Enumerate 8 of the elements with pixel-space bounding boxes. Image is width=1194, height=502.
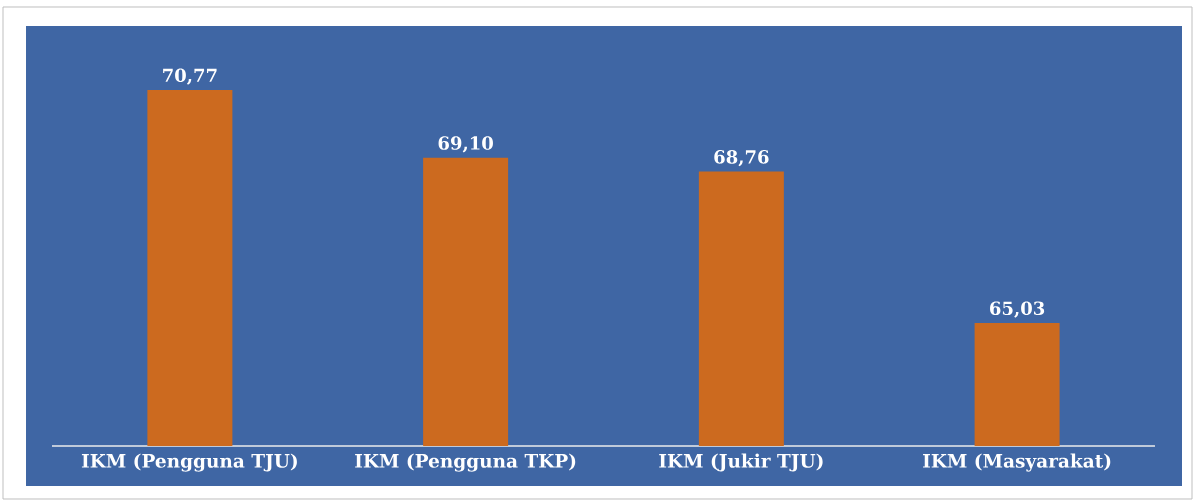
data-label: 65,03 xyxy=(990,301,1045,318)
x-tick-label: IKM (Pengguna TJU) xyxy=(81,453,297,472)
x-tick-label: IKM (Jukir TJU) xyxy=(659,453,823,472)
data-label: 69,10 xyxy=(438,136,493,153)
data-label: 70,77 xyxy=(163,68,217,85)
data-label: 68,76 xyxy=(714,150,769,167)
x-tick-label: IKM (Pengguna TKP) xyxy=(355,453,576,472)
x-tick-label: IKM (Masyarakat) xyxy=(923,453,1111,472)
